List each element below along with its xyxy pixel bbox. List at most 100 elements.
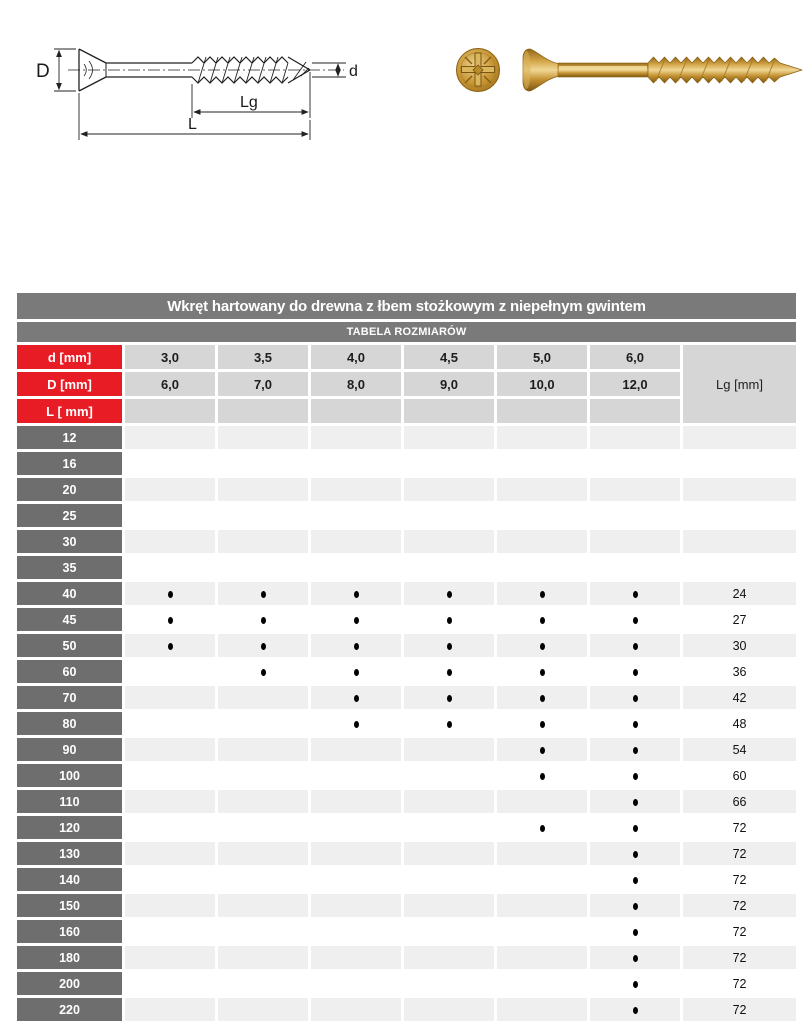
table-row: 35	[17, 556, 797, 579]
availability-dot	[446, 720, 452, 728]
empty-cell	[311, 426, 401, 449]
availability-dot	[353, 642, 359, 650]
table-row: 30	[17, 530, 797, 553]
row-length-cell: 140	[17, 868, 122, 891]
empty-cell	[125, 530, 215, 553]
availability-dot	[167, 642, 173, 650]
empty-cell	[311, 920, 401, 943]
empty-cell	[404, 426, 494, 449]
header-d-value: 3,0	[125, 345, 215, 369]
empty-cell	[125, 686, 215, 709]
empty-cell	[311, 816, 401, 839]
availability-dot	[632, 720, 638, 728]
availability-dot-cell	[125, 582, 215, 605]
availability-dot-cell	[497, 634, 587, 657]
availability-dot	[446, 590, 452, 598]
availability-dot-cell	[590, 686, 680, 709]
availability-dot-cell	[311, 582, 401, 605]
availability-dot-cell	[590, 998, 680, 1021]
empty-cell	[125, 426, 215, 449]
empty-cell	[590, 556, 680, 579]
lg-value-cell: 72	[683, 894, 797, 917]
empty-cell	[404, 972, 494, 995]
empty-cell	[497, 972, 587, 995]
empty-cell	[590, 530, 680, 553]
header-empty-cell	[497, 399, 587, 423]
empty-cell	[404, 920, 494, 943]
empty-cell	[125, 920, 215, 943]
table-row: 150 72	[17, 894, 797, 917]
empty-cell	[218, 738, 308, 761]
label-D: D	[36, 61, 50, 82]
empty-cell	[590, 504, 680, 527]
table-row: 180 72	[17, 946, 797, 969]
lg-value-cell: 72	[683, 998, 797, 1021]
screw-technical-drawing: D d Lg L	[36, 48, 358, 140]
availability-dot-cell	[497, 660, 587, 683]
empty-cell	[125, 816, 215, 839]
empty-cell	[218, 790, 308, 813]
availability-dot	[167, 590, 173, 598]
thread-flanks	[655, 58, 776, 82]
header-D-value: 8,0	[311, 372, 401, 396]
availability-dot-cell	[125, 608, 215, 631]
empty-cell	[311, 842, 401, 865]
table-row: 45 27	[17, 608, 797, 631]
row-length-cell: 35	[17, 556, 122, 579]
availability-dot-cell	[311, 686, 401, 709]
lg-value-cell	[683, 478, 797, 501]
empty-cell	[311, 556, 401, 579]
pozidriv-tick-marks	[464, 56, 492, 84]
row-length-cell: 80	[17, 712, 122, 735]
availability-dot	[632, 746, 638, 754]
availability-dot-cell	[218, 660, 308, 683]
empty-cell	[497, 556, 587, 579]
threaded-section	[647, 56, 803, 84]
lg-value-cell	[683, 504, 797, 527]
availability-dot-cell	[590, 582, 680, 605]
availability-dot	[353, 616, 359, 624]
empty-cell	[497, 920, 587, 943]
availability-dot	[632, 850, 638, 858]
label-L: L	[188, 116, 197, 133]
availability-dot-cell	[590, 946, 680, 969]
empty-cell	[218, 764, 308, 787]
dimension-lines	[54, 48, 346, 140]
header-empty-cell	[125, 399, 215, 423]
lg-value-cell	[683, 426, 797, 449]
table-row: 20	[17, 478, 797, 501]
availability-dot	[260, 590, 266, 598]
empty-cell	[125, 712, 215, 735]
availability-dot-cell	[590, 608, 680, 631]
row-length-cell: 16	[17, 452, 122, 475]
availability-dot-cell	[590, 920, 680, 943]
lg-value-cell: 72	[683, 868, 797, 891]
availability-dot-cell	[497, 738, 587, 761]
empty-cell	[311, 738, 401, 761]
availability-dot-cell	[404, 660, 494, 683]
header-d-value: 4,0	[311, 345, 401, 369]
row-length-cell: 100	[17, 764, 122, 787]
empty-cell	[218, 868, 308, 891]
empty-cell	[125, 790, 215, 813]
header-empty-cell	[404, 399, 494, 423]
empty-cell	[218, 816, 308, 839]
availability-dot	[632, 980, 638, 988]
availability-dot	[539, 694, 545, 702]
screw-photo	[456, 48, 803, 92]
lg-value-cell: 48	[683, 712, 797, 735]
availability-dot-cell	[590, 816, 680, 839]
availability-dot	[539, 590, 545, 598]
row-length-cell: 25	[17, 504, 122, 527]
dimension-labels: D d Lg L	[36, 61, 358, 133]
lg-value-cell: 72	[683, 946, 797, 969]
empty-cell	[497, 894, 587, 917]
row-length-cell: 30	[17, 530, 122, 553]
row-length-cell: 110	[17, 790, 122, 813]
row-length-cell: 50	[17, 634, 122, 657]
header-lg-label: Lg [mm]	[683, 345, 797, 423]
availability-dot	[539, 772, 545, 780]
table-subtitle: TABELA ROZMIARÓW	[17, 322, 797, 342]
table-row: 25	[17, 504, 797, 527]
countersunk-head	[522, 48, 560, 92]
